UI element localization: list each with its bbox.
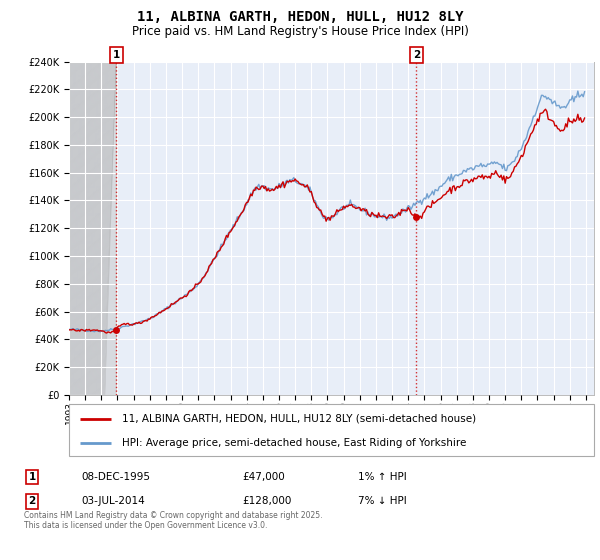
Text: 2: 2 — [29, 496, 36, 506]
Text: £128,000: £128,000 — [242, 496, 292, 506]
Text: 2: 2 — [413, 50, 420, 60]
Text: 1: 1 — [113, 50, 120, 60]
Text: HPI: Average price, semi-detached house, East Riding of Yorkshire: HPI: Average price, semi-detached house,… — [121, 438, 466, 448]
Text: 08-DEC-1995: 08-DEC-1995 — [81, 472, 150, 482]
Text: 1: 1 — [29, 472, 36, 482]
Text: 03-JUL-2014: 03-JUL-2014 — [81, 496, 145, 506]
Text: Contains HM Land Registry data © Crown copyright and database right 2025.
This d: Contains HM Land Registry data © Crown c… — [23, 511, 322, 530]
Text: 11, ALBINA GARTH, HEDON, HULL, HU12 8LY: 11, ALBINA GARTH, HEDON, HULL, HU12 8LY — [137, 10, 463, 24]
Text: 11, ALBINA GARTH, HEDON, HULL, HU12 8LY (semi-detached house): 11, ALBINA GARTH, HEDON, HULL, HU12 8LY … — [121, 414, 476, 424]
FancyBboxPatch shape — [69, 404, 594, 456]
Text: 1% ↑ HPI: 1% ↑ HPI — [358, 472, 406, 482]
Text: Price paid vs. HM Land Registry's House Price Index (HPI): Price paid vs. HM Land Registry's House … — [131, 25, 469, 38]
Text: 7% ↓ HPI: 7% ↓ HPI — [358, 496, 406, 506]
Text: £47,000: £47,000 — [242, 472, 285, 482]
